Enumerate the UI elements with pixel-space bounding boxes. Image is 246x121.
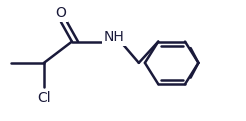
Text: O: O bbox=[56, 6, 66, 20]
Text: NH: NH bbox=[104, 30, 125, 44]
Text: Cl: Cl bbox=[37, 91, 51, 105]
